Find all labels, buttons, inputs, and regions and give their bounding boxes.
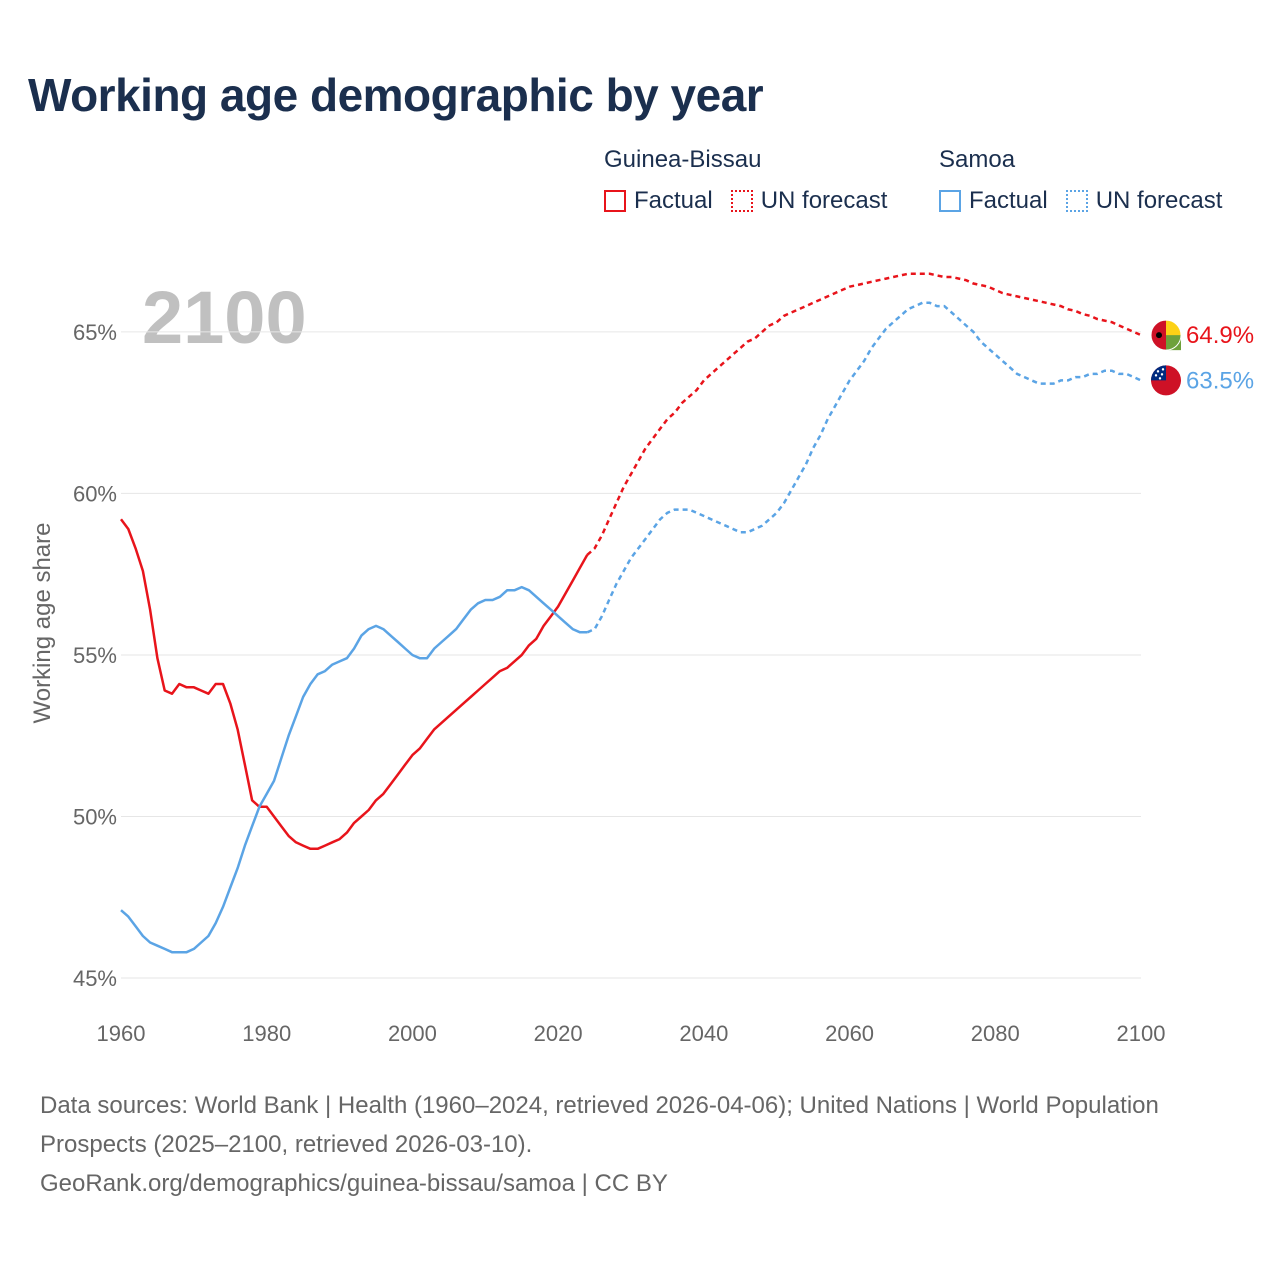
flag-star bbox=[1161, 368, 1165, 371]
flag-star bbox=[1154, 374, 1158, 377]
line-chart: 2100 45% 50% 55% 60% 65% 1960 1980 2000 2020 2040… bbox=[29, 272, 1254, 1046]
data-sources: Data sources: World Bank | Health (1960–… bbox=[40, 1092, 1159, 1158]
y-tick-label: 65% bbox=[73, 320, 117, 345]
legend-swatch-solid bbox=[604, 190, 626, 212]
x-tick-label: 2040 bbox=[679, 1021, 728, 1046]
flag-blue-canton bbox=[1151, 365, 1166, 381]
legend-item-factual[interactable]: Factual bbox=[604, 187, 713, 215]
flag-green-quarter bbox=[1166, 335, 1181, 351]
y-tick-label: 45% bbox=[73, 966, 117, 991]
flag-star bbox=[1160, 373, 1164, 376]
x-tick-label: 2020 bbox=[534, 1021, 583, 1046]
series-group bbox=[120, 272, 1142, 954]
y-axis-label: Working age share bbox=[29, 523, 56, 724]
grid: 45% 50% 55% 60% 65% 1960 1980 2000 2020 2040 2060 2… bbox=[73, 320, 1166, 1046]
flag-star bbox=[1158, 377, 1162, 380]
legend-swatch-dotted bbox=[730, 190, 753, 212]
legend-swatch-solid bbox=[939, 190, 961, 212]
credit: GeoRank.org/demographics/guinea-bissau/s… bbox=[40, 1170, 668, 1197]
legend-group-title: Guinea-Bissau bbox=[604, 146, 762, 173]
end-value-label-guinea-bissau: 64.9% bbox=[1186, 322, 1254, 349]
legend-item-forecast[interactable]: UN forecast bbox=[730, 187, 888, 215]
legend-label: Factual bbox=[969, 187, 1048, 214]
series-line-forecast-samoa bbox=[586, 301, 1142, 634]
legend-item-factual[interactable]: Factual bbox=[939, 187, 1048, 215]
legend-guinea-bissau: Guinea-Bissau Factual UN forecast bbox=[604, 145, 905, 215]
end-value-label-samoa: 63.5% bbox=[1186, 367, 1254, 394]
x-tick-label: 1980 bbox=[242, 1021, 291, 1046]
series-line-factual-guinea-bissau bbox=[120, 518, 589, 851]
flag-star bbox=[1156, 370, 1160, 373]
legend-label: UN forecast bbox=[1095, 187, 1223, 214]
x-tick-label: 2000 bbox=[388, 1021, 437, 1046]
flag-outline bbox=[1150, 319, 1182, 351]
legend-label: Factual bbox=[634, 187, 713, 214]
x-tick-label: 1960 bbox=[97, 1021, 146, 1046]
y-tick-label: 50% bbox=[73, 804, 117, 829]
flag-marker-samoa bbox=[1151, 365, 1181, 396]
x-tick-label: 2060 bbox=[825, 1021, 874, 1046]
x-tick-label: 2100 bbox=[1117, 1021, 1166, 1046]
year-watermark: 2100 bbox=[142, 276, 307, 359]
legend-label: UN forecast bbox=[760, 187, 888, 214]
end-markers: 64.9% 63.5% bbox=[1150, 319, 1254, 396]
legend-samoa: Samoa Factual UN forecast bbox=[939, 145, 1240, 215]
footer: Data sources: World Bank | Health (1960–… bbox=[40, 1086, 1240, 1203]
x-tick-label: 2080 bbox=[971, 1021, 1020, 1046]
flag-star bbox=[1156, 332, 1162, 339]
legend-group-title: Samoa bbox=[939, 146, 1016, 173]
y-tick-label: 55% bbox=[73, 643, 117, 668]
y-tick-label: 60% bbox=[73, 481, 117, 506]
legend-item-forecast[interactable]: UN forecast bbox=[1065, 187, 1223, 215]
series-line-factual-samoa bbox=[120, 585, 588, 954]
chart-title: Working age demographic by year bbox=[28, 69, 764, 121]
flag-marker-guinea-bissau bbox=[1150, 319, 1182, 351]
legend-swatch-dotted bbox=[1065, 190, 1088, 212]
